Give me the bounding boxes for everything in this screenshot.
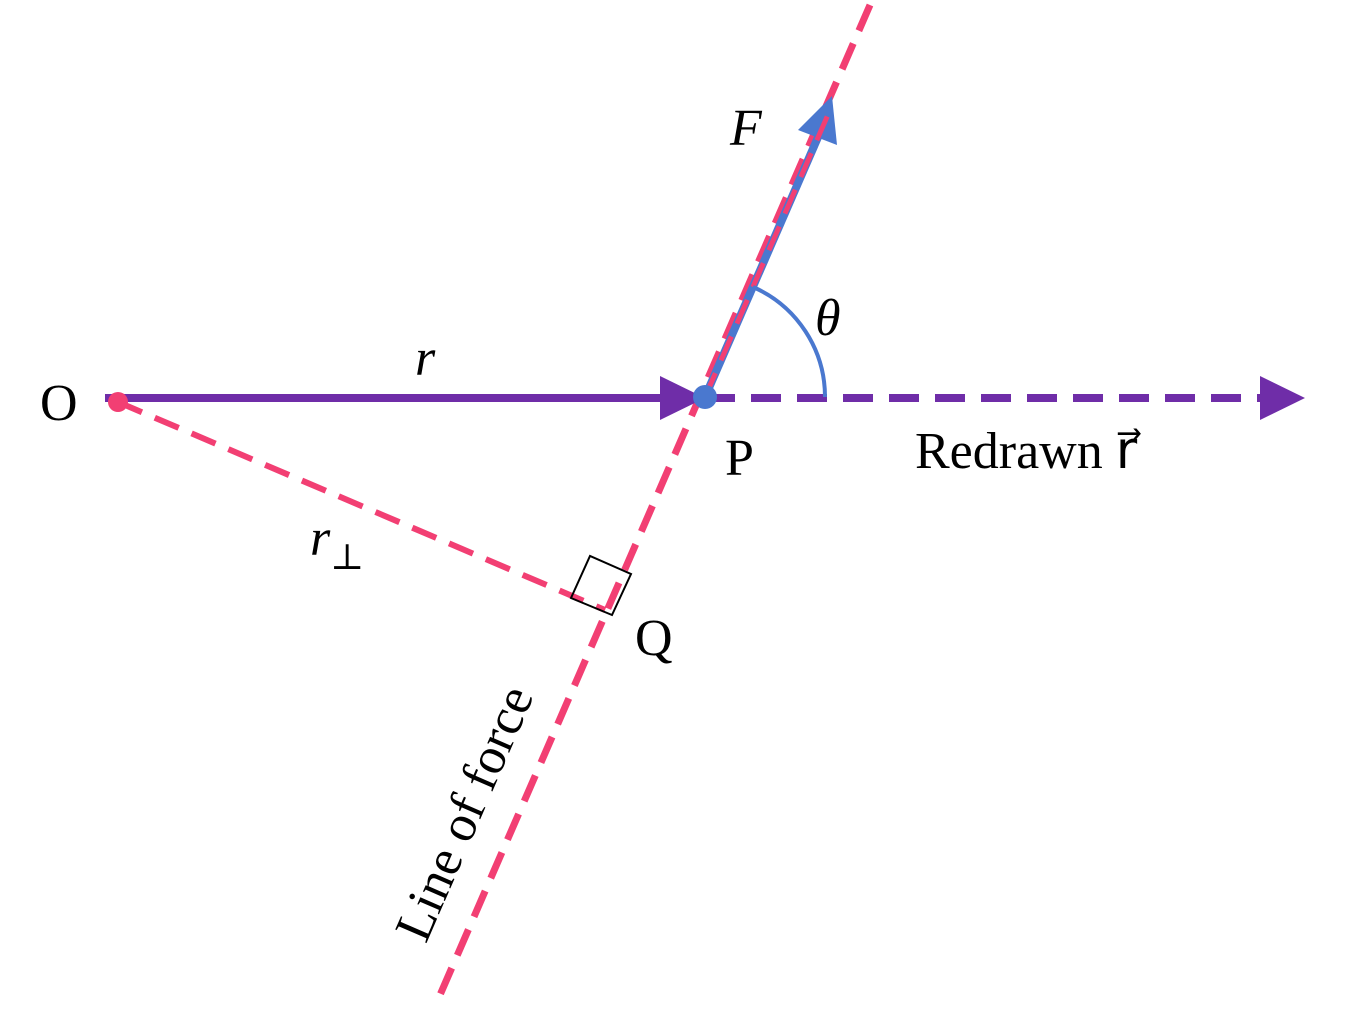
- label-force: F⃗: [729, 100, 802, 157]
- point-p: [693, 385, 717, 409]
- label-r: r⃗: [415, 330, 476, 387]
- r-perp-subscript: ⊥: [330, 537, 364, 577]
- label-r-perp: r⊥: [310, 510, 364, 577]
- point-o: [108, 392, 128, 412]
- label-line-of-force: Line of force: [385, 678, 545, 950]
- force-arrowhead: [798, 96, 837, 145]
- label-theta: θ: [815, 290, 841, 347]
- angle-arc: [752, 285, 827, 398]
- line-of-force: [436, 3, 874, 997]
- line-of-force-overlay: [702, 109, 833, 398]
- label-p: P: [725, 430, 754, 487]
- label-o: O: [40, 375, 78, 432]
- r-arrowhead: [660, 376, 705, 420]
- label-q: Q: [635, 610, 673, 667]
- perpendicular-line: [116, 399, 607, 613]
- redrawn-arrowhead: [1260, 376, 1305, 420]
- right-angle: [569, 554, 633, 617]
- label-redrawn: Redrawn r⃗: [915, 423, 1141, 480]
- r-perp-symbol: r: [310, 510, 331, 567]
